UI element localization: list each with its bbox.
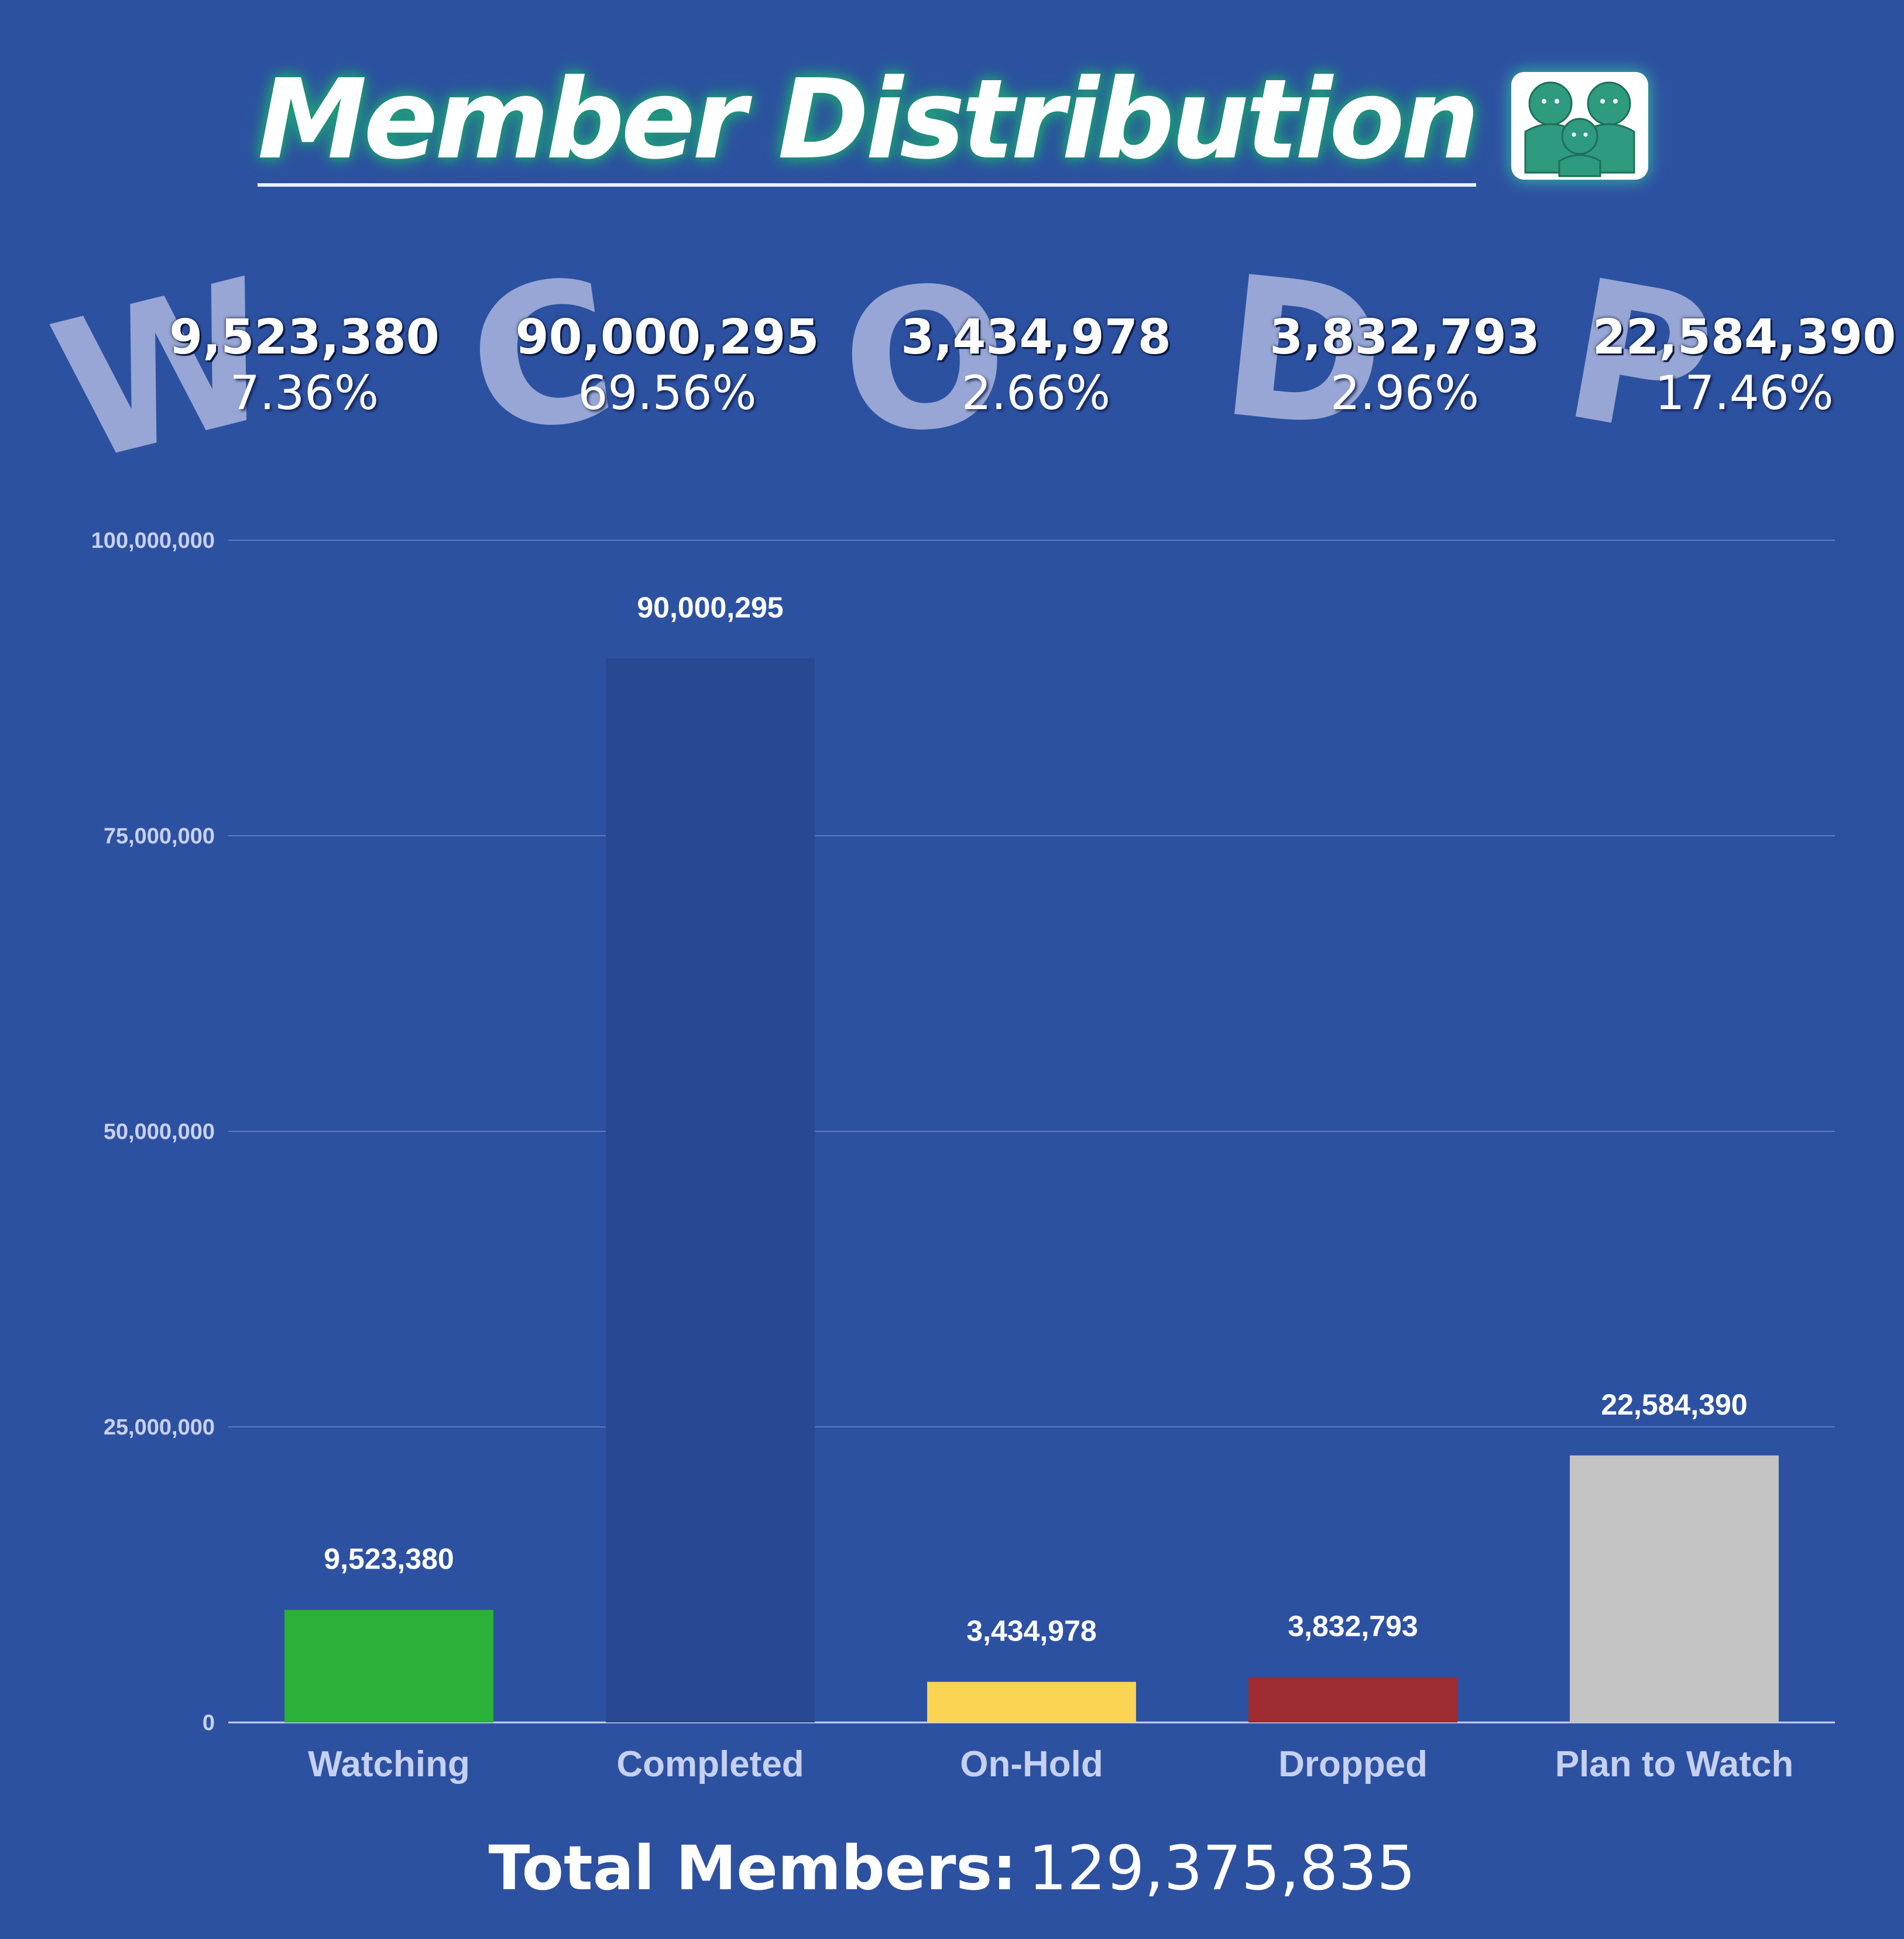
- stat-percent: 2.66%: [961, 366, 1111, 421]
- y-tick-label: 100,000,000: [91, 528, 215, 553]
- bar: [284, 1609, 493, 1722]
- bar: [1248, 1677, 1457, 1722]
- total-members-value: 129,375,835: [1028, 1832, 1416, 1904]
- bar: [606, 658, 815, 1722]
- bar: [1570, 1455, 1779, 1722]
- y-tick-label: 50,000,000: [104, 1120, 215, 1144]
- stat-value: 22,584,390: [1592, 310, 1896, 365]
- x-tick-label: Completed: [616, 1744, 804, 1784]
- y-tick-label: 75,000,000: [104, 824, 215, 849]
- stat-value: 3,832,793: [1270, 310, 1540, 365]
- data-label: 22,584,390: [1601, 1388, 1747, 1421]
- stat-percent: 69.56%: [578, 366, 757, 421]
- x-tick-label: Watching: [308, 1744, 470, 1784]
- data-label: 90,000,295: [637, 591, 783, 624]
- stat-value: 90,000,295: [515, 310, 819, 365]
- data-label: 3,832,793: [1288, 1610, 1418, 1643]
- stat-completed: 90,000,295 69.56%: [503, 310, 831, 421]
- y-tick-label: 25,000,000: [104, 1415, 215, 1440]
- page-title: Member Distribution: [258, 65, 1480, 187]
- total-members: Total Members: 129,375,835: [0, 1835, 1904, 1902]
- y-tick-label: 0: [203, 1711, 215, 1735]
- stat-value: 3,434,978: [901, 310, 1171, 365]
- bar: [927, 1681, 1136, 1722]
- stat-plan-to-watch: 22,584,390 17.46%: [1580, 310, 1904, 421]
- stat-percent: 2.96%: [1330, 366, 1480, 421]
- data-label: 3,434,978: [966, 1615, 1096, 1648]
- x-tick-label: Plan to Watch: [1555, 1744, 1794, 1784]
- stat-watching: 9,523,380 7.36%: [140, 310, 468, 421]
- data-label: 9,523,380: [324, 1543, 454, 1576]
- stat-dropped: 3,832,793 2.96%: [1241, 310, 1569, 421]
- total-members-label: Total Members:: [488, 1832, 1017, 1904]
- stat-percent: 17.46%: [1655, 366, 1834, 421]
- stat-on-hold: 3,434,978 2.66%: [872, 310, 1200, 421]
- header: Member Distribution: [258, 56, 1653, 196]
- stat-value: 9,523,380: [169, 310, 440, 365]
- x-tick-label: On-Hold: [960, 1744, 1103, 1784]
- stat-percent: 7.36%: [229, 366, 379, 421]
- x-tick-label: Dropped: [1278, 1744, 1428, 1784]
- family-icon: [1507, 67, 1653, 184]
